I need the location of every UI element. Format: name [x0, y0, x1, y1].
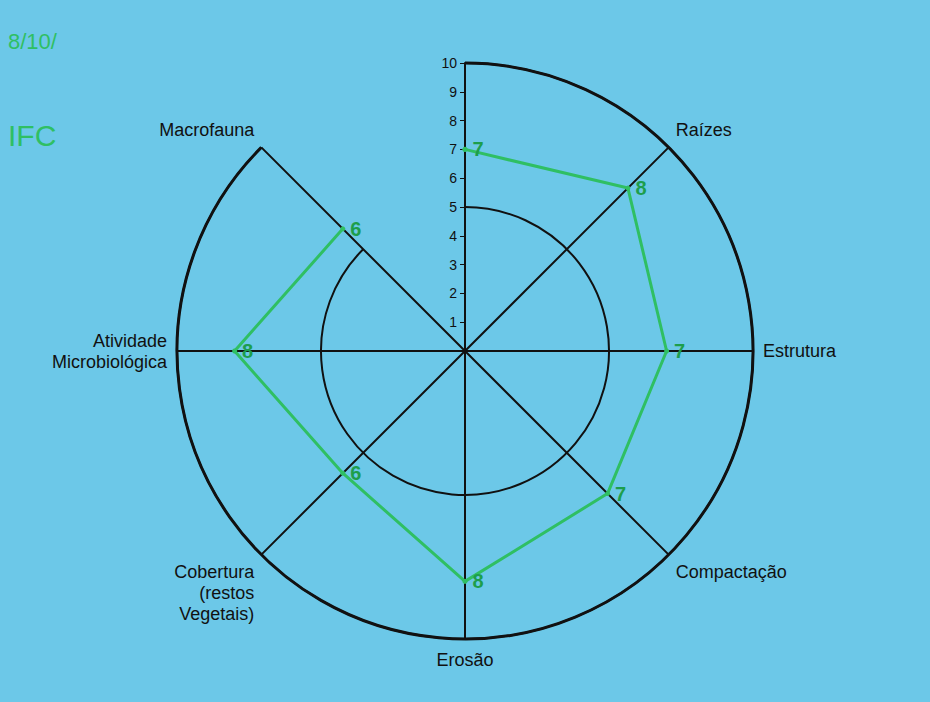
svg-text:2: 2 — [449, 285, 457, 301]
svg-text:Microbiológica: Microbiológica — [52, 352, 168, 372]
svg-text:7: 7 — [674, 340, 685, 362]
svg-text:Cobertura: Cobertura — [174, 562, 255, 582]
svg-text:3: 3 — [449, 257, 457, 273]
svg-text:1: 1 — [449, 314, 457, 330]
svg-text:9: 9 — [449, 84, 457, 100]
svg-text:Atividade: Atividade — [93, 331, 167, 351]
svg-text:8: 8 — [242, 340, 253, 362]
svg-text:4: 4 — [449, 228, 457, 244]
svg-text:8/10/: 8/10/ — [8, 29, 58, 54]
svg-text:8: 8 — [473, 570, 484, 592]
svg-text:Vegetais): Vegetais) — [179, 604, 254, 624]
svg-text:Macrofauna: Macrofauna — [159, 120, 255, 140]
svg-text:Compactação: Compactação — [676, 562, 787, 582]
svg-text:6: 6 — [350, 462, 361, 484]
svg-text:7: 7 — [449, 141, 457, 157]
svg-text:IFC: IFC — [8, 119, 56, 152]
svg-text:8: 8 — [449, 113, 457, 129]
svg-text:10: 10 — [441, 55, 457, 71]
svg-text:8: 8 — [635, 177, 646, 199]
svg-text:Estrutura: Estrutura — [763, 341, 837, 361]
svg-text:7: 7 — [473, 138, 484, 160]
svg-text:Erosão: Erosão — [436, 650, 493, 670]
svg-text:(restos: (restos — [199, 583, 254, 603]
svg-text:6: 6 — [350, 218, 361, 240]
svg-text:6: 6 — [449, 170, 457, 186]
svg-text:7: 7 — [615, 483, 626, 505]
svg-text:Raízes: Raízes — [676, 120, 732, 140]
svg-text:5: 5 — [449, 199, 457, 215]
